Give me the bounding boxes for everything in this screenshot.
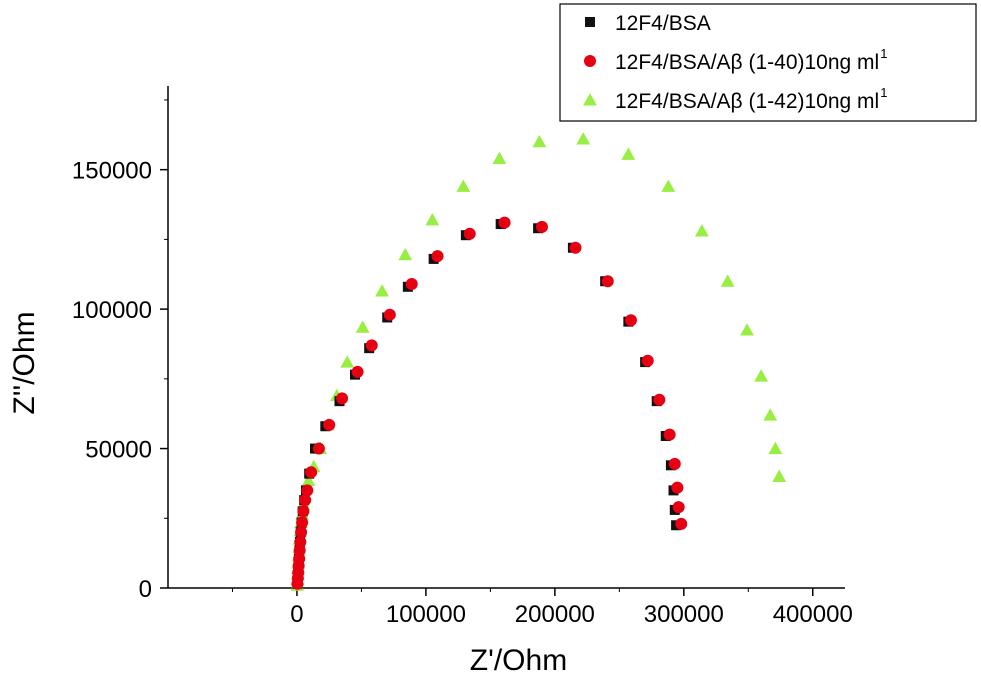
circle-data-point [336,392,349,405]
circle-data-point [663,428,676,441]
y-tick-label: 100000 [72,297,152,324]
triangle-data-point [576,132,591,145]
triangle-data-point [355,320,370,333]
circle-data-point [405,278,418,291]
circle-data-point [294,535,307,548]
x-tick-label: 0 [290,601,303,628]
triangle-data-point [621,147,636,160]
y-axis-title: Z''/Ohm [8,311,41,414]
legend-marker-square [585,17,595,27]
legend-label: 12F4/BSA [615,12,711,35]
circle-data-point [653,393,666,406]
circle-data-point [312,442,325,455]
legend-label: 12F4/BSA/Aβ (1-40)10ng ml [615,51,879,74]
triangle-data-point [754,369,769,382]
triangle-data-point [720,274,735,287]
triangle-data-point [456,179,471,192]
circle-data-point [668,457,681,470]
circle-data-point [296,516,309,529]
triangle-data-point [301,473,316,487]
triangle-data-point [772,469,787,482]
circle-data-point [383,308,396,321]
circle-data-point [498,216,511,229]
legend-marker-circle [584,55,596,67]
triangle-data-point [763,408,778,421]
data-points [290,132,787,591]
triangle-data-point [398,247,413,261]
triangle-data-point [340,355,355,368]
legend-superscript: 1 [880,85,887,100]
x-tick-label: 100000 [386,601,466,628]
y-tick-label: 0 [139,576,152,603]
legend-superscript: 1 [880,46,887,61]
x-tick-label: 200000 [515,601,595,628]
circle-data-point [295,526,308,539]
y-tick-label: 150000 [72,158,152,185]
x-tick-label: 300000 [644,601,724,628]
circle-data-point [463,227,476,240]
circle-data-point [535,220,548,233]
circle-data-point [569,241,582,254]
series-1 [292,219,682,589]
circle-data-point [323,418,336,431]
circle-data-point [641,354,654,367]
legend-marker-triangle [583,93,597,106]
circle-data-point [299,494,312,507]
circle-data-point [305,466,318,479]
x-axis-title: Z'/Ohm [470,644,567,676]
triangle-data-point [425,212,440,226]
triangle-data-point [375,284,389,297]
legend-box [559,3,977,122]
circle-data-point [351,365,364,378]
series-3 [290,132,787,591]
legend-label: 12F4/BSA/Aβ (1-42)10ng ml [615,90,879,113]
circle-data-point [301,484,314,497]
triangle-data-point [694,224,709,237]
x-tick-label: 400000 [773,601,853,628]
circle-data-point [297,505,310,518]
circle-data-point [365,339,378,352]
circle-data-point [601,275,614,288]
circle-data-point [675,517,688,530]
circle-data-point [624,314,637,327]
triangle-data-point [492,151,507,165]
circle-data-point [671,481,684,494]
triangle-data-point [740,323,754,336]
triangle-data-point [768,441,783,455]
axes: 0 100000 200000 300000 400000 0 50000 100000 150… [72,86,853,628]
series-2 [291,216,688,590]
triangle-data-point [661,179,676,192]
triangle-data-point [532,134,547,148]
circle-data-point [431,250,444,263]
circle-data-point [672,501,685,514]
y-tick-label: 50000 [85,437,152,464]
